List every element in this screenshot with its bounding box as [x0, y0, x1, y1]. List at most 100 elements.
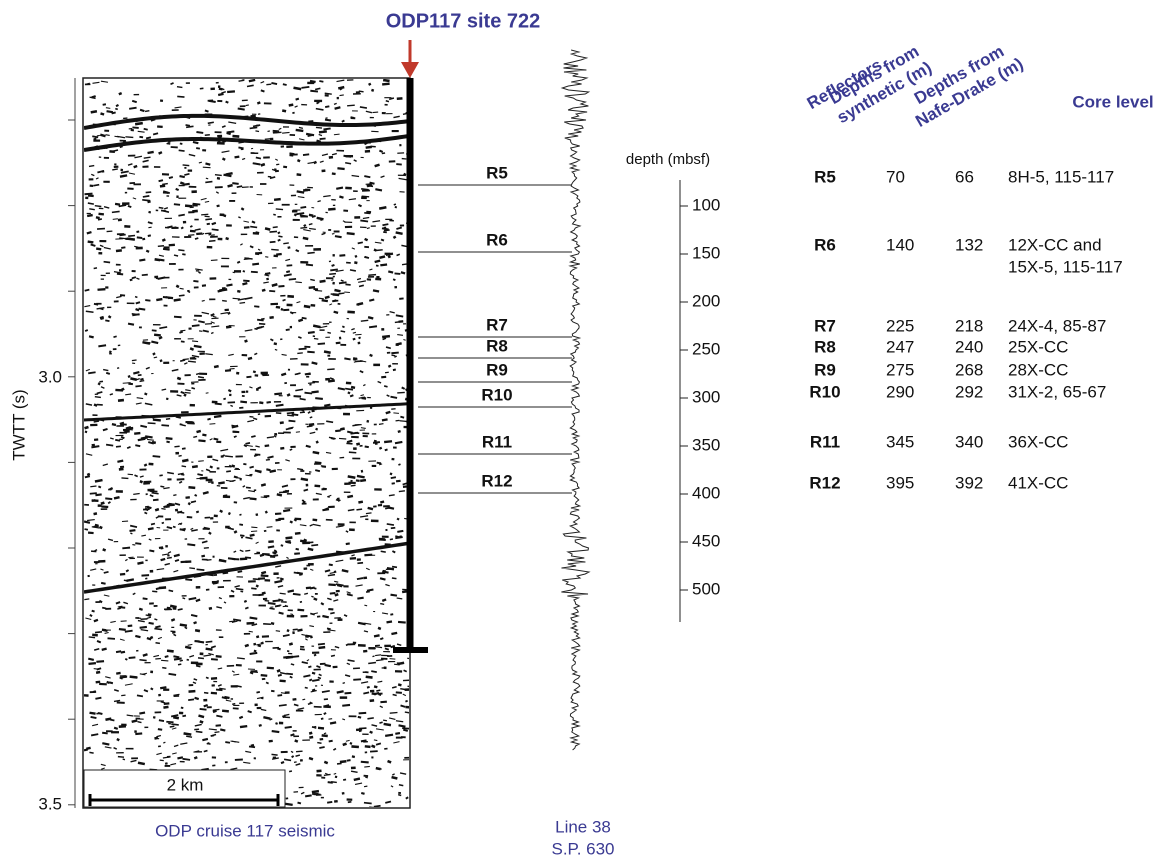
seismic-dash	[265, 272, 271, 276]
seismic-dash	[84, 192, 93, 196]
seismic-dash	[194, 723, 202, 727]
seismic-dash	[366, 227, 370, 230]
seismic-dash	[147, 221, 153, 225]
seismic-dash	[220, 312, 228, 315]
seismic-dash	[266, 526, 273, 528]
seismic-dash	[218, 481, 225, 485]
seismic-dash	[388, 717, 396, 720]
seismic-dash	[160, 209, 167, 212]
seismic-dash	[283, 713, 290, 717]
seismic-dash	[359, 360, 367, 363]
seismic-dash	[323, 127, 331, 131]
seismic-dash	[314, 87, 321, 91]
seismic-dash	[145, 299, 151, 302]
seismic-dash	[269, 718, 273, 721]
seismic-dash	[179, 175, 185, 179]
seismic-dash	[202, 737, 209, 742]
seismic-dash	[143, 481, 150, 485]
seismic-dash	[173, 655, 180, 659]
seismic-dash	[120, 435, 125, 440]
seismic-dash	[364, 237, 369, 242]
seismic-dash	[135, 634, 141, 639]
seismic-dash	[307, 161, 316, 165]
seismic-dash	[325, 451, 332, 454]
seismic-dash	[380, 238, 385, 242]
seismic-dash	[390, 644, 396, 649]
seismic-dash	[291, 755, 295, 759]
seismic-dash	[144, 392, 148, 396]
seismic-dash	[364, 175, 371, 179]
seismic-dash	[346, 759, 351, 762]
seismic-dash	[102, 742, 110, 746]
seismic-dash	[172, 525, 176, 529]
seismic-dash	[315, 492, 322, 496]
seismic-dash	[150, 687, 154, 691]
seismic-dash	[335, 583, 344, 587]
seismic-dash	[118, 91, 123, 96]
seismic-dash	[117, 398, 125, 402]
seismic-dash	[289, 675, 293, 679]
seismic-dash	[155, 737, 160, 740]
seismic-dash	[344, 691, 352, 695]
seismic-dash	[275, 403, 284, 407]
row-synthetic: 345	[886, 432, 914, 451]
line-caption: Line 38	[555, 817, 611, 836]
seismic-dash	[271, 82, 278, 85]
seismic-horizon	[84, 541, 409, 594]
seismic-dash	[97, 288, 106, 291]
seismic-dash	[174, 502, 181, 506]
seismic-dash	[298, 318, 304, 323]
seismic-dash	[169, 725, 175, 728]
seismic-dash	[290, 663, 295, 666]
seismic-dash	[375, 728, 384, 731]
seismic-dash	[85, 617, 92, 620]
seismic-dash	[231, 740, 240, 743]
seismic-dash	[242, 281, 248, 286]
seismic-dash	[320, 325, 328, 329]
seismic-dash	[369, 750, 378, 753]
seismic-dash	[239, 513, 242, 516]
seismic-dash	[247, 710, 252, 714]
seismic-dash	[161, 659, 169, 662]
seismic-dash	[293, 761, 297, 763]
seismic-dash	[163, 207, 169, 210]
seismic-dash	[111, 111, 116, 115]
seismic-dash	[107, 538, 114, 542]
seismic-dash	[394, 440, 403, 445]
seismic-dash	[300, 205, 307, 209]
seismic-dash	[180, 391, 185, 395]
seismic-dash	[205, 162, 211, 166]
seismic-dash	[259, 401, 264, 405]
seismic-dash	[400, 415, 405, 419]
seismic-dash	[318, 133, 323, 137]
seismic-dash	[391, 351, 399, 355]
seismic-dash	[246, 84, 254, 88]
seismic-dash	[135, 384, 142, 388]
seismic-dash	[373, 634, 380, 638]
seismic-dash	[117, 607, 121, 610]
seismic-dash	[210, 331, 214, 335]
seismic-dash	[203, 749, 208, 753]
seismic-dash	[298, 347, 307, 351]
seismic-dash	[179, 528, 186, 532]
seismic-dash	[125, 393, 132, 396]
seismic-dash	[173, 744, 179, 748]
seismic-dash	[89, 751, 94, 754]
seismic-dash	[256, 690, 261, 694]
row-synthetic: 70	[886, 167, 905, 186]
seismic-dash	[263, 715, 271, 720]
seismic-dash	[332, 299, 339, 303]
row-nafe-drake: 340	[955, 432, 983, 451]
seismic-dash	[138, 607, 143, 611]
seismic-dash	[319, 160, 324, 163]
seismic-dash	[128, 656, 136, 659]
seismic-dash	[200, 197, 207, 201]
seismic-dash	[308, 665, 312, 669]
seismic-dash	[188, 153, 196, 157]
seismic-dash	[260, 570, 267, 575]
seismic-dash	[345, 739, 350, 742]
seismic-dash	[194, 228, 201, 231]
seismic-dash	[159, 258, 165, 262]
seismic-dash	[184, 645, 192, 650]
seismic-dash	[391, 685, 397, 689]
